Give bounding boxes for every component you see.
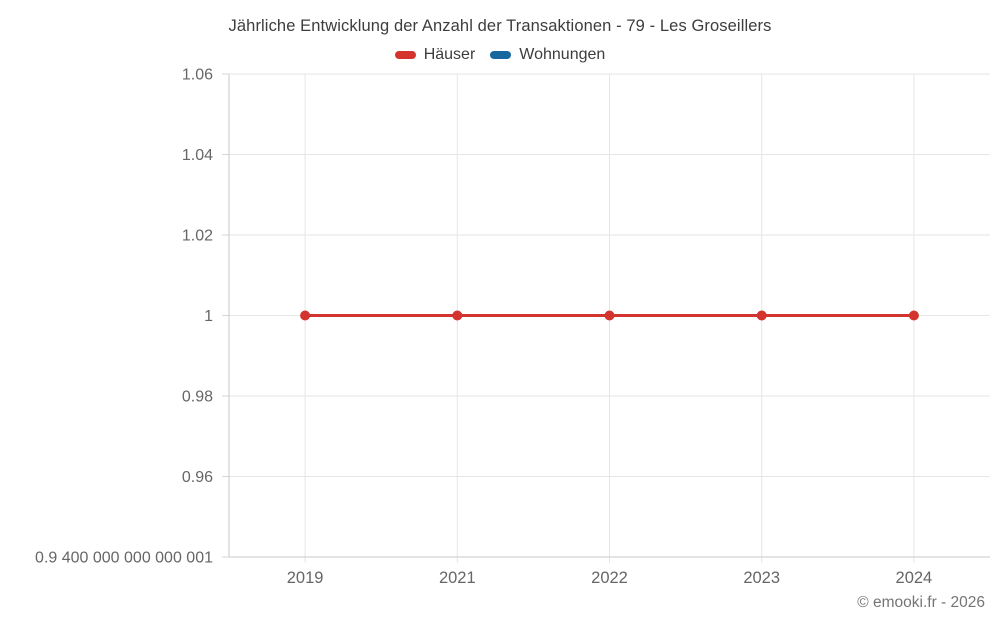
- x-tick-label: 2021: [439, 569, 476, 587]
- legend-item-wohnungen[interactable]: Wohnungen: [490, 46, 605, 64]
- legend-swatch-haeuser-icon: [394, 51, 416, 59]
- y-tick-label: 1: [204, 308, 213, 325]
- data-point-2024[interactable]: [908, 310, 919, 321]
- x-tick-label: 2023: [743, 569, 780, 587]
- data-point-2023[interactable]: [756, 310, 767, 321]
- legend-label-wohnungen: Wohnungen: [519, 46, 606, 63]
- x-tick-label: 2024: [896, 569, 933, 587]
- y-tick-label: 0.9 400 000 000 000 001: [35, 550, 213, 567]
- x-tick-label: 2019: [287, 569, 324, 587]
- y-tick-label: 1.02: [182, 228, 213, 245]
- legend-label-haeuser: Häuser: [423, 46, 476, 63]
- data-point-2021[interactable]: [452, 310, 463, 321]
- legend-item-haeuser[interactable]: Häuser: [394, 46, 476, 64]
- x-tick-label: 2022: [591, 569, 628, 587]
- y-tick-label: 1.06: [182, 67, 213, 84]
- y-tick-label: 1.04: [182, 147, 213, 164]
- data-point-2022[interactable]: [604, 310, 615, 321]
- legend-swatch-wohnungen-icon: [490, 51, 512, 59]
- y-tick-label: 0.98: [182, 389, 213, 406]
- y-tick-label: 0.96: [182, 469, 213, 486]
- chart-title: Jährliche Entwicklung der Anzahl der Tra…: [228, 17, 772, 35]
- legend: Häuser Wohnungen: [0, 46, 1000, 64]
- copyright-text: © emooki.fr - 2026: [857, 594, 985, 611]
- data-point-2019[interactable]: [300, 310, 311, 321]
